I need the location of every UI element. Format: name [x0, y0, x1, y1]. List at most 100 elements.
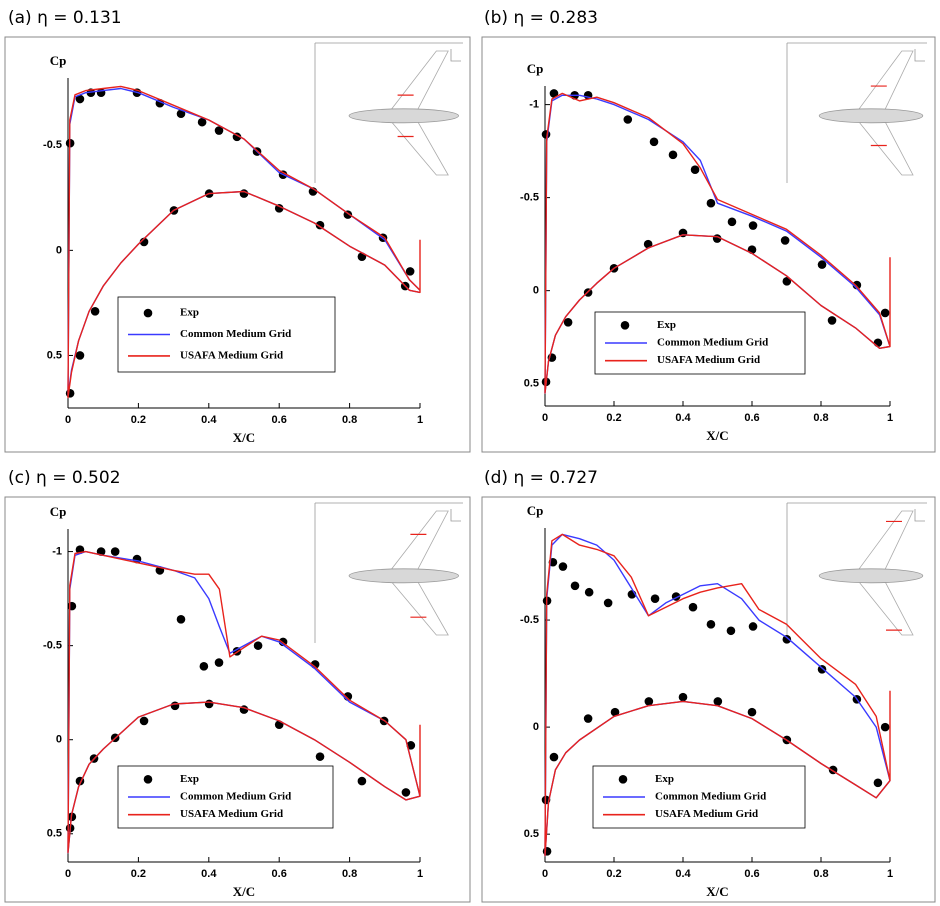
x-axis-label: X/C [706, 884, 728, 899]
x-tick-label: 0.2 [131, 414, 146, 426]
data-point [90, 307, 100, 316]
panel-frame [481, 36, 936, 453]
data-point [406, 741, 416, 750]
y-tick-label: 0.5 [524, 378, 539, 390]
data-point [214, 126, 224, 135]
data-point [748, 221, 758, 230]
x-tick-label: 0.4 [675, 412, 691, 424]
x-tick-label: 0 [542, 868, 548, 880]
data-point [176, 109, 186, 119]
inset-frame [314, 42, 463, 183]
data-point [139, 716, 149, 726]
x-tick-label: 0.4 [675, 868, 691, 880]
inset-cut [410, 533, 427, 618]
data-point [170, 701, 180, 711]
data-point [873, 338, 883, 348]
cp-line [544, 92, 891, 394]
y-axis-label: Cp [527, 503, 544, 518]
inset-axes [450, 49, 461, 62]
x-tick-label: 0 [542, 412, 548, 424]
x-tick-label: 0.4 [201, 868, 217, 880]
inset-frame [786, 42, 927, 183]
x-axis-label: X/C [233, 430, 255, 445]
x-tick-label: 1 [887, 412, 893, 424]
legend-label: Exp [180, 307, 199, 319]
data-point [688, 602, 698, 612]
data-point [315, 752, 325, 761]
data-point [65, 388, 75, 398]
panel-frame [4, 36, 471, 453]
x-tick-label: 0.8 [813, 868, 828, 880]
legend-marker [143, 308, 153, 318]
x-tick-label: 0 [65, 868, 71, 880]
data-point [690, 165, 700, 175]
legend-label: Common Medium Grid [655, 791, 766, 803]
inset-cut [886, 520, 902, 631]
data-point [603, 598, 613, 608]
data-point [880, 722, 890, 732]
x-tick-label: 1 [417, 414, 423, 426]
data-point [541, 130, 551, 139]
data-point [199, 662, 209, 671]
data-point [542, 846, 552, 856]
inset-wing [386, 50, 449, 176]
y-tick-label: 0 [533, 285, 539, 297]
x-tick-label: 0.2 [606, 412, 621, 424]
x-tick-label: 0.8 [342, 414, 357, 426]
x-tick-label: 0.6 [744, 868, 759, 880]
data-point [110, 547, 120, 556]
x-tick-label: 0.8 [342, 868, 357, 880]
data-point [239, 189, 249, 198]
legend-marker [620, 320, 630, 330]
inset-axes [914, 509, 925, 522]
data-point [706, 620, 716, 629]
legend-label: Exp [657, 319, 676, 331]
y-tick-label: -0.5 [520, 614, 539, 626]
data-point [75, 94, 85, 104]
inset-wing [386, 510, 449, 636]
data-point [644, 697, 654, 706]
data-point [880, 308, 890, 318]
data-point [584, 587, 594, 597]
legend-marker [618, 774, 628, 784]
legend-label: Common Medium Grid [180, 791, 291, 803]
inset-fuselage [348, 568, 459, 584]
data-point [570, 581, 580, 591]
panel-title: (a) η = 0.131 [8, 8, 122, 28]
inset-cut [870, 85, 887, 147]
data-point [274, 204, 284, 213]
inset-axes [914, 49, 925, 62]
data-point [176, 615, 186, 624]
panel-title: (d) η = 0.727 [484, 468, 598, 488]
y-tick-label: -0.5 [43, 640, 62, 652]
data-point [727, 217, 737, 227]
panel-title: (c) η = 0.502 [8, 468, 121, 488]
data-point [678, 692, 688, 702]
x-tick-label: 1 [887, 868, 893, 880]
legend-label: Exp [655, 773, 674, 785]
x-tick-label: 0.2 [606, 868, 621, 880]
inset-fuselage [818, 108, 924, 124]
data-point [253, 641, 263, 650]
y-axis-label: Cp [527, 61, 544, 76]
x-tick-label: 0.6 [272, 868, 287, 880]
x-tick-label: 0.6 [744, 412, 759, 424]
inset-cut [397, 94, 414, 138]
x-tick-label: 1 [417, 868, 423, 880]
data-point [623, 115, 633, 124]
data-point [67, 601, 77, 611]
data-point [827, 316, 837, 325]
legend-label: USAFA Medium Grid [655, 808, 758, 820]
y-tick-label: -0.5 [43, 139, 62, 151]
data-point [401, 788, 411, 797]
data-point [852, 280, 862, 290]
inset-wing [853, 510, 914, 636]
y-tick-label: -1 [52, 545, 62, 557]
data-point [726, 626, 736, 636]
data-point [583, 714, 593, 723]
data-point [357, 776, 367, 786]
data-point [563, 317, 573, 327]
y-tick-label: 0.5 [524, 828, 539, 840]
y-tick-label: -0.5 [520, 192, 539, 204]
x-tick-label: 0.6 [272, 414, 287, 426]
